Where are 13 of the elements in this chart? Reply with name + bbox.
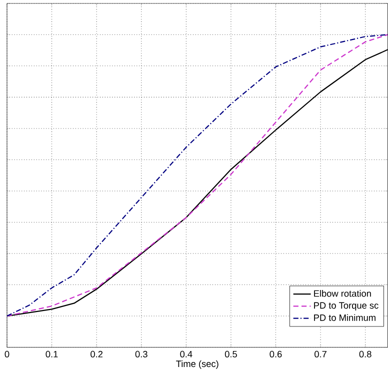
- x-tick-label: 0.6: [270, 350, 282, 358]
- legend-label: PD to Minimum: [314, 314, 376, 321]
- x-tick-label: 0.3: [135, 350, 148, 358]
- legend-label: Elbow rotation: [314, 290, 371, 297]
- x-tick-label: 0.8: [359, 350, 372, 358]
- x-axis-title: Time (sec): [176, 360, 218, 369]
- x-tick-label: 0.4: [180, 350, 192, 358]
- x-tick-label: 0.7: [314, 350, 326, 358]
- x-tick-label: 0.1: [46, 350, 58, 358]
- x-tick-label: 0.5: [224, 350, 237, 358]
- x-tick-label: 0: [4, 350, 10, 358]
- legend-label: PD to Torque sc: [314, 302, 378, 310]
- x-tick-label: 0.2: [90, 350, 103, 358]
